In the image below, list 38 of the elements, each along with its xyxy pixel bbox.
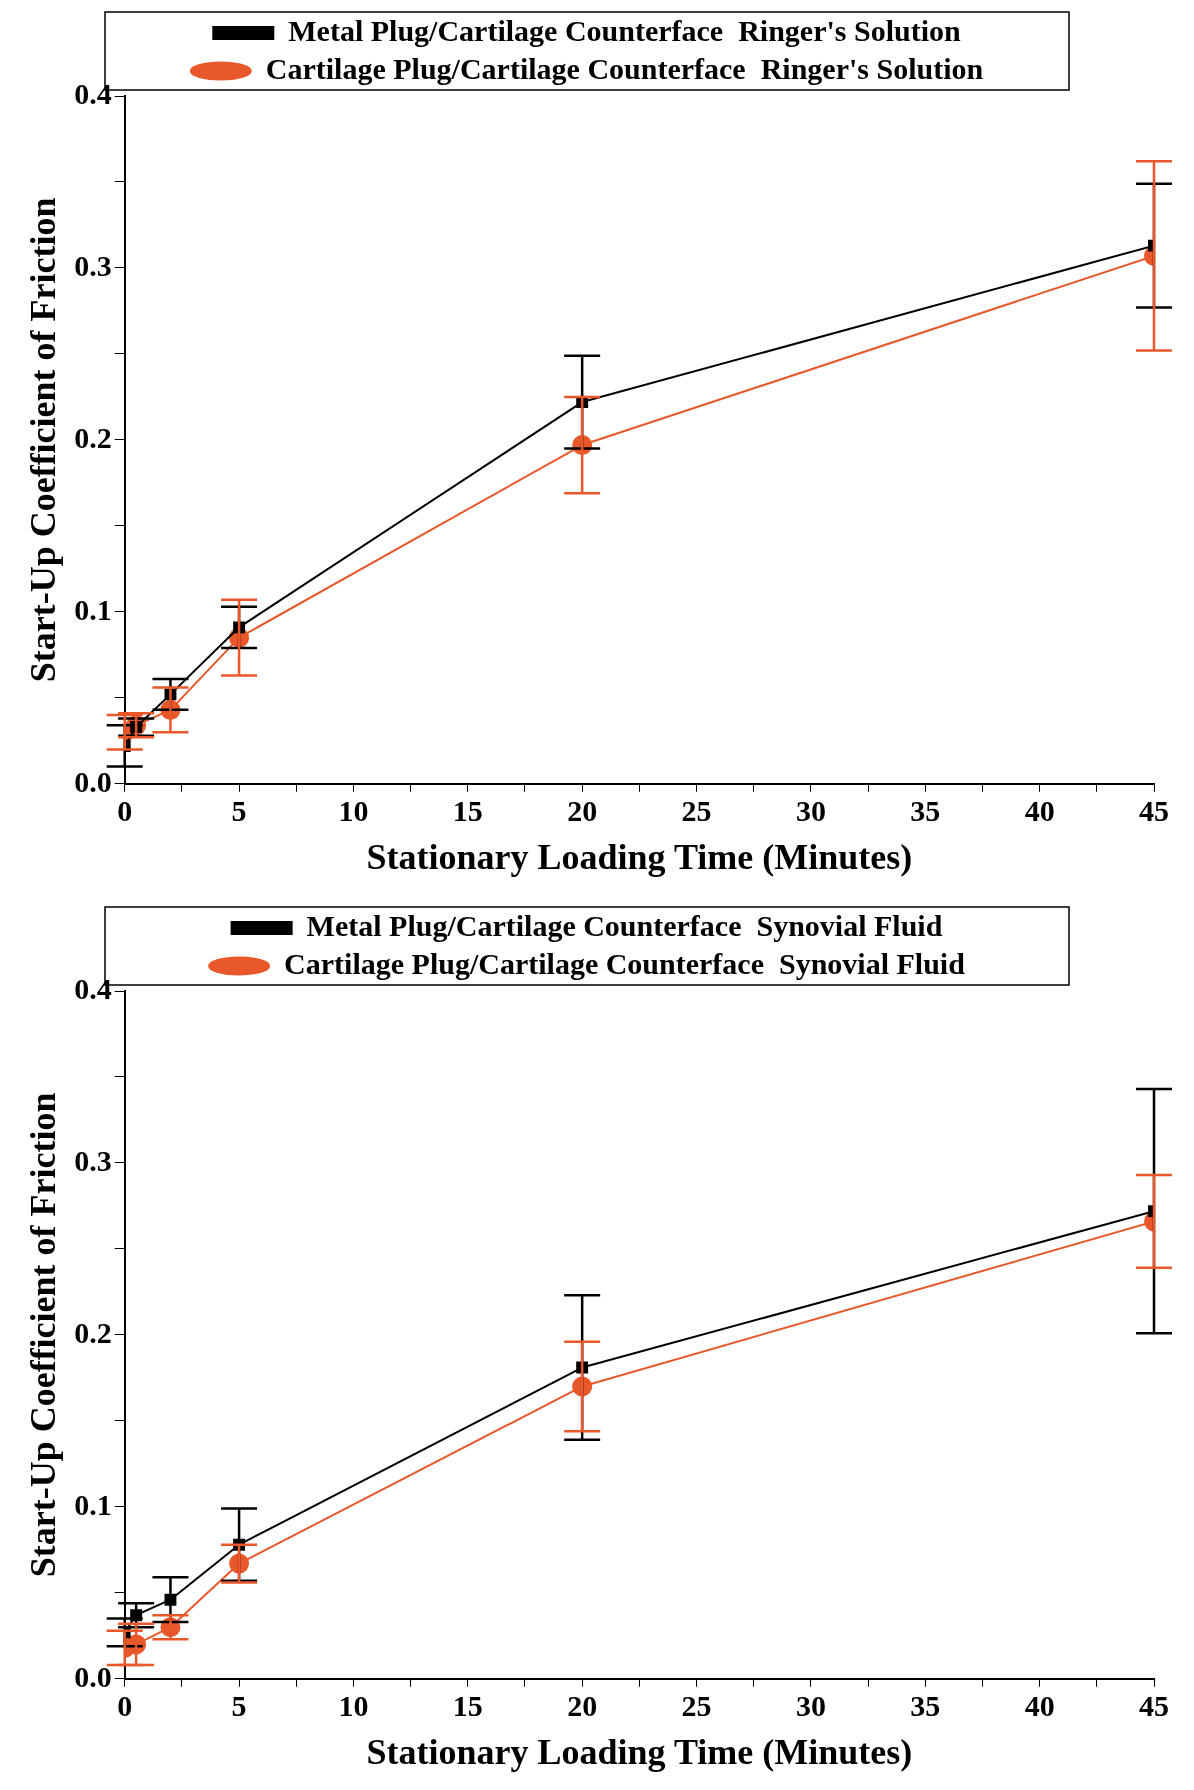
y-tick-label: 0.1 [74,592,112,626]
y-tick-label: 0.4 [74,971,112,1005]
y-tick-label: 0.2 [74,1315,112,1349]
x-tick-label: 15 [452,793,483,827]
x-tick-label: 30 [795,793,826,827]
x-axis-title: Stationary Loading Time (Minutes) [366,836,913,877]
y-tick-label: 0.0 [74,1659,112,1693]
x-tick-label: 10 [338,793,369,827]
x-tick-label: 20 [567,793,598,827]
y-tick-label: 0.4 [74,76,112,110]
x-tick-label: 45 [1139,1688,1169,1722]
y-axis-title: Start-Up Coefficient of Friction [22,197,63,683]
x-tick-label: 35 [910,793,941,827]
x-tick-label: 25 [681,1688,712,1722]
x-tick-label: 20 [567,1688,598,1722]
x-tick-label: 0 [117,1688,133,1722]
y-axis-title: Start-Up Coefficient of Friction [22,1092,63,1578]
x-tick-label: 35 [910,1688,941,1722]
x-tick-label: 40 [1024,1688,1055,1722]
x-tick-label: 40 [1024,793,1055,827]
x-tick-label: 30 [795,1688,826,1722]
y-tick-label: 0.3 [74,1143,112,1177]
legend-label: Cartilage Plug/Cartilage Counterface Ringer's Solution [265,51,984,85]
y-tick-label: 0.3 [74,248,112,282]
x-tick-label: 0 [117,793,133,827]
x-tick-label: 10 [338,1688,369,1722]
legend-label: Metal Plug/Cartilage Counterface Ringer's Solution [288,13,962,47]
legend-label: Cartilage Plug/Cartilage Counterface Synovial Fluid [284,946,966,980]
x-axis-title: Stationary Loading Time (Minutes) [366,1731,913,1772]
y-tick-label: 0.2 [74,420,112,454]
x-tick-label: 15 [452,1688,483,1722]
y-tick-label: 0.0 [74,764,112,798]
x-tick-label: 25 [681,793,712,827]
x-tick-label: 5 [231,1688,247,1722]
x-tick-label: 45 [1139,793,1169,827]
y-tick-label: 0.1 [74,1487,112,1521]
legend-label: Metal Plug/Cartilage Counterface Synovial Fluid [306,908,943,942]
x-tick-label: 5 [231,793,247,827]
